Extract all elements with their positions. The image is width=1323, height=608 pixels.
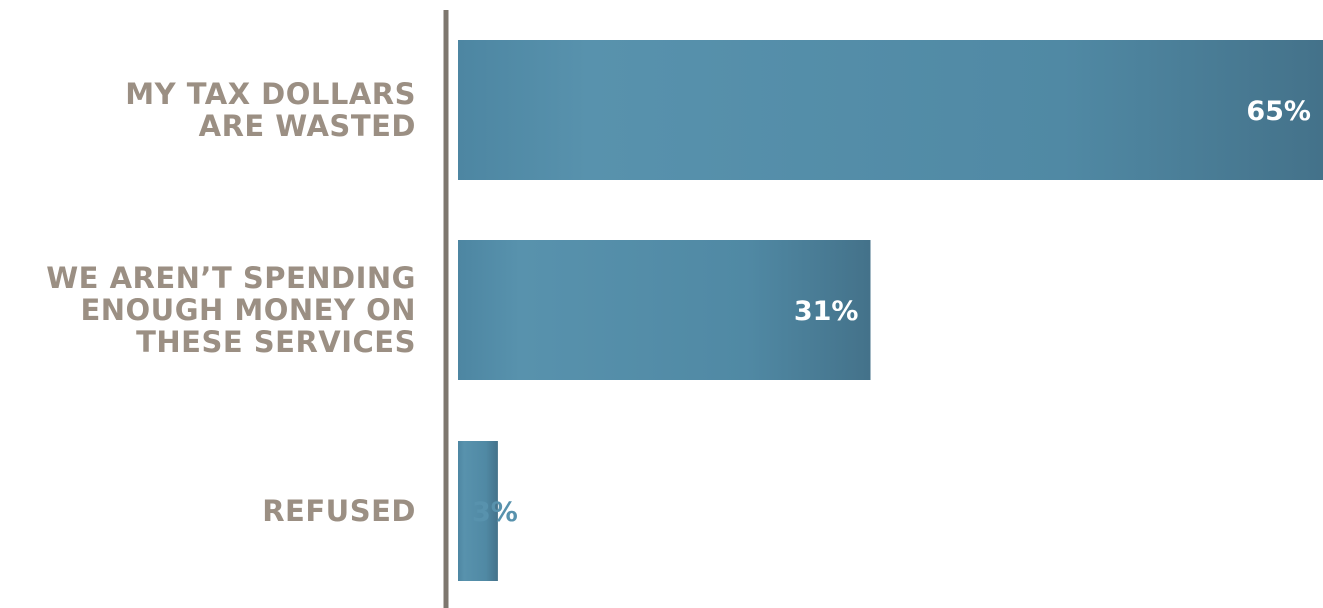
category-label-1: MY TAX DOLLARS ARE WASTED: [125, 77, 416, 143]
value-label-3: 3%: [472, 497, 518, 528]
value-labels-group: 65% 31% 3%: [472, 96, 1311, 528]
value-label-2: 31%: [794, 296, 859, 327]
value-label-1: 65%: [1246, 96, 1311, 127]
category-label-3: REFUSED: [262, 494, 416, 528]
bar-3: [458, 441, 498, 581]
category-labels-group: MY TAX DOLLARS ARE WASTED WE AREN’T SPENDI…: [46, 77, 416, 528]
category-label-2: WE AREN’T SPENDING ENOUGH MONEY ON THESE S…: [46, 261, 416, 359]
bars-group: [458, 40, 1323, 581]
bar-1: [458, 40, 1323, 180]
bar-2: [458, 240, 871, 380]
